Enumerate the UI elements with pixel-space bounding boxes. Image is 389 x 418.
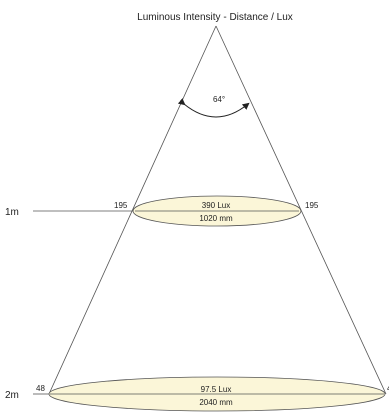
diameter-label-2m: 2040 mm [199,398,233,407]
cone-left-edge [48,25,217,395]
edge-value-left-1m: 195 [114,201,128,210]
distance-label-2m: 2m [5,390,19,401]
lux-label-1m: 390 Lux [202,201,230,210]
edge-value-left-2m: 48 [36,384,45,393]
beam-angle-arc [177,98,250,118]
distance-label-1m: 1m [5,207,19,218]
diameter-label-1m: 1020 mm [199,214,233,223]
edge-value-right-2m: 48 [387,384,389,393]
diagram-title: Luminous Intensity - Distance / Lux [137,12,293,23]
edge-value-right-1m: 195 [305,201,319,210]
beam-angle-label: 64° [213,95,225,104]
lux-label-2m: 97.5 Lux [201,385,232,394]
